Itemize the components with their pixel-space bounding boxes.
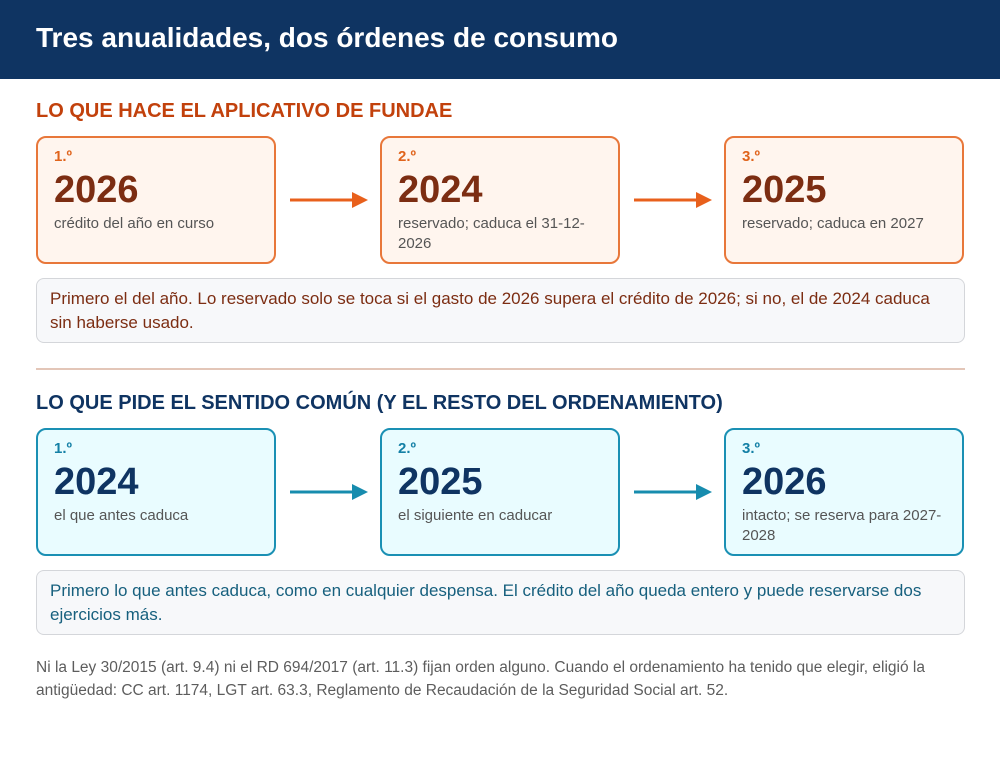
- step-order: 1.º: [54, 148, 72, 165]
- section-divider: [36, 368, 965, 370]
- step-card: 1.º 2024 el que antes caduca: [36, 428, 276, 556]
- arrow-right-icon: [290, 192, 368, 208]
- step-description: el siguiente en caducar: [398, 507, 553, 524]
- explanation-note: Primero el del año. Lo reservado solo se…: [36, 278, 965, 343]
- step-order: 3.º: [742, 148, 760, 165]
- step-year: 2026: [742, 461, 827, 503]
- step-order: 2.º: [398, 148, 416, 165]
- explanation-note: Primero lo que antes caduca, como en cua…: [36, 570, 965, 635]
- header-bar: Tres anualidades, dos órdenes de consumo: [0, 0, 1000, 79]
- page-title: Tres anualidades, dos órdenes de consumo: [36, 22, 618, 53]
- step-year: 2024: [54, 461, 139, 503]
- arrow-right-icon: [634, 484, 712, 500]
- section-title: LO QUE PIDE EL SENTIDO COMÚN (Y EL RESTO…: [36, 392, 723, 414]
- step-description: reservado; caduca el 31-12-2026: [398, 215, 585, 252]
- step-description: reservado; caduca en 2027: [742, 215, 924, 232]
- section-title: LO QUE HACE EL APLICATIVO DE FUNDAE: [36, 100, 453, 122]
- arrow-right-icon: [634, 192, 712, 208]
- step-order: 3.º: [742, 440, 760, 457]
- step-order: 1.º: [54, 440, 72, 457]
- step-card: 2.º 2024 reservado; caduca el 31-12-2026: [380, 136, 620, 264]
- step-description: el que antes caduca: [54, 507, 189, 524]
- footer-note: Ni la Ley 30/2015 (art. 9.4) ni el RD 69…: [36, 659, 925, 699]
- step-description: intacto; se reserva para 2027-2028: [742, 507, 942, 544]
- step-card: 2.º 2025 el siguiente en caducar: [380, 428, 620, 556]
- step-card: 3.º 2026 intacto; se reserva para 2027-2…: [724, 428, 964, 556]
- step-order: 2.º: [398, 440, 416, 457]
- step-year: 2024: [398, 169, 483, 211]
- step-card: 1.º 2026 crédito del año en curso: [36, 136, 276, 264]
- step-year: 2025: [398, 461, 483, 503]
- step-year: 2025: [742, 169, 827, 211]
- arrow-right-icon: [290, 484, 368, 500]
- step-year: 2026: [54, 169, 139, 211]
- step-card: 3.º 2025 reservado; caduca en 2027: [724, 136, 964, 264]
- step-description: crédito del año en curso: [54, 215, 215, 232]
